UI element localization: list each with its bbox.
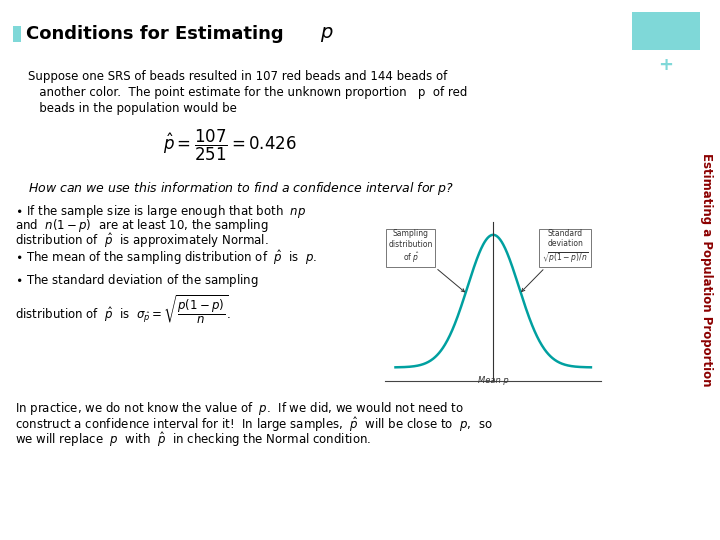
- Text: Suppose one SRS of beads resulted in 107 red beads and 144 beads of: Suppose one SRS of beads resulted in 107…: [28, 70, 447, 83]
- Text: and  $n(1-p)$  are at least 10, the sampling: and $n(1-p)$ are at least 10, the sampli…: [15, 217, 269, 234]
- Text: $\bullet$ The mean of the sampling distribution of  $\hat{p}$  is  $p$.: $\bullet$ The mean of the sampling distr…: [15, 248, 318, 267]
- Text: In practice, we do not know the value of  $p$.  If we did, we would not need to: In practice, we do not know the value of…: [15, 400, 464, 417]
- Text: $\bullet$ The standard deviation of the sampling: $\bullet$ The standard deviation of the …: [15, 272, 258, 289]
- Text: beads in the population would be: beads in the population would be: [28, 102, 237, 115]
- Text: distribution of  $\hat{p}$  is  $\sigma_{\hat{p}} = \sqrt{\dfrac{p(1-p)}{n}}$.: distribution of $\hat{p}$ is $\sigma_{\h…: [15, 294, 230, 326]
- Text: Standard
deviation
$\sqrt{p(1-p)/n}$: Standard deviation $\sqrt{p(1-p)/n}$: [521, 229, 589, 292]
- Text: $\hat{p} = \dfrac{107}{251} = 0.426$: $\hat{p} = \dfrac{107}{251} = 0.426$: [163, 127, 297, 163]
- Text: Conditions for Estimating: Conditions for Estimating: [26, 25, 290, 43]
- Text: $\bullet$ If the sample size is large enough that both  $np$: $\bullet$ If the sample size is large en…: [15, 203, 306, 220]
- Text: another color.  The point estimate for the unknown proportion   p  of red: another color. The point estimate for th…: [28, 86, 467, 99]
- Text: construct a confidence interval for it!  In large samples,  $\hat{p}$  will be c: construct a confidence interval for it! …: [15, 415, 492, 434]
- Text: How can we use this information to find a confidence interval for $p$?: How can we use this information to find …: [28, 180, 454, 197]
- Text: $p$: $p$: [320, 24, 333, 44]
- Text: we will replace  $p$  with  $\hat{p}$  in checking the Normal condition.: we will replace $p$ with $\hat{p}$ in ch…: [15, 430, 372, 449]
- Text: Estimating a Population Proportion: Estimating a Population Proportion: [700, 153, 713, 387]
- Text: Sampling
distribution
of $\hat{p}$: Sampling distribution of $\hat{p}$: [389, 229, 464, 292]
- Text: Mean p: Mean p: [478, 376, 508, 384]
- Text: +: +: [659, 56, 673, 74]
- Bar: [632, 12, 700, 50]
- Text: distribution of  $\hat{p}$  is approximately Normal.: distribution of $\hat{p}$ is approximate…: [15, 231, 269, 250]
- Bar: [13, 26, 21, 42]
